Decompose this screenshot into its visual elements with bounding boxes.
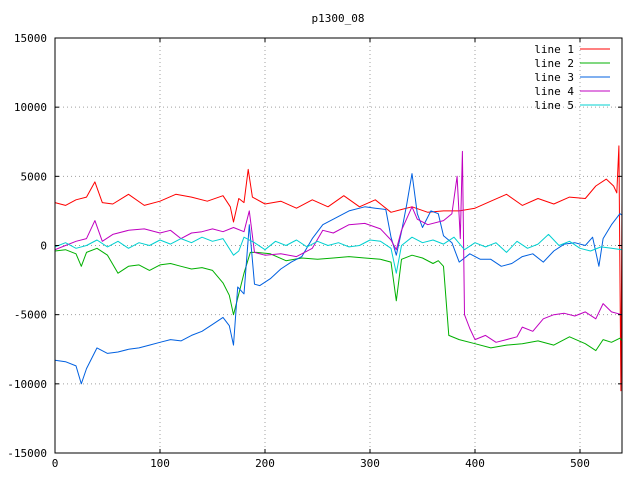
series-line-1 — [54, 145, 623, 392]
series-line-5 — [54, 233, 623, 274]
y-tick-label: 15000 — [14, 32, 47, 45]
grid — [55, 38, 622, 453]
x-tick-label: 0 — [52, 457, 59, 470]
y-tick-label: -10000 — [7, 378, 47, 391]
chart-title: p1300_08 — [312, 12, 365, 25]
legend-label-2: line 2 — [534, 57, 574, 70]
legend-label-3: line 3 — [534, 71, 574, 84]
y-axis: -15000 -10000 -5000 0 5000 10000 15000 — [7, 32, 622, 460]
legend-label-1: line 1 — [534, 43, 574, 56]
x-tick-label: 300 — [360, 457, 380, 470]
x-axis: 0 100 200 300 400 500 — [52, 38, 590, 470]
series-line-3 — [54, 173, 623, 385]
x-tick-label: 100 — [150, 457, 170, 470]
y-tick-label: 10000 — [14, 101, 47, 114]
series-group — [54, 145, 623, 392]
legend-label-4: line 4 — [534, 85, 574, 98]
series-line-2 — [54, 247, 623, 352]
x-tick-label: 400 — [465, 457, 485, 470]
y-tick-label: 0 — [40, 240, 47, 253]
x-tick-label: 200 — [255, 457, 275, 470]
y-tick-label: -5000 — [14, 309, 47, 322]
y-tick-label: -15000 — [7, 447, 47, 460]
x-tick-label: 500 — [570, 457, 590, 470]
y-tick-label: 5000 — [21, 170, 48, 183]
series-line-4 — [54, 150, 623, 343]
legend-label-5: line 5 — [534, 99, 574, 112]
